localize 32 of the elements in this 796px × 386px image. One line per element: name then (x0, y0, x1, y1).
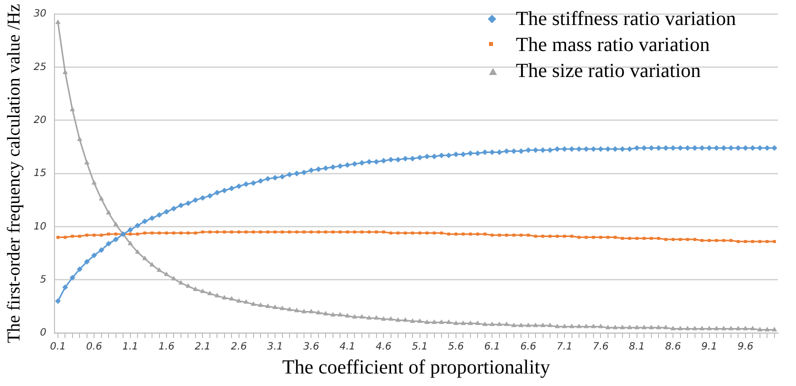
x-tick-label: 4.1 (339, 342, 356, 353)
legend-label: The size ratio variation (516, 60, 701, 82)
x-tick-label: 2.1 (194, 342, 211, 353)
y-tick-label: 10 (34, 221, 46, 232)
y-tick-label: 25 (34, 62, 46, 73)
x-tick-label: 9.1 (701, 342, 718, 353)
x-tick-label: 5.6 (448, 342, 464, 353)
y-tick-label: 5 (40, 274, 46, 286)
x-axis-title: The coefficient of proportionality (282, 356, 550, 378)
x-tick-label: 1.6 (158, 342, 174, 353)
legend-label: The stiffness ratio variation (516, 8, 736, 30)
y-tick-label: 0 (40, 328, 46, 339)
x-tick-label: 4.6 (376, 342, 392, 353)
x-tick-label: 5.1 (412, 342, 428, 353)
y-tick-label: 20 (34, 114, 46, 126)
x-tick-label: 2.6 (230, 342, 247, 353)
x-tick-label: 0.1 (50, 342, 66, 353)
x-tick-label: 6.1 (484, 342, 500, 353)
x-tick-label: 1.1 (122, 342, 138, 353)
y-axis-title: The first-order frequency calculation value /Hz (4, 4, 24, 344)
x-tick-label: 7.6 (592, 342, 609, 353)
x-tick-label: 9.6 (737, 342, 754, 353)
x-tick-label: 3.6 (303, 342, 320, 353)
x-tick-label: 6.6 (520, 342, 536, 353)
x-tick-label: 3.1 (267, 342, 283, 353)
y-tick-label: 30 (34, 8, 46, 20)
x-tick-label: 8.1 (628, 342, 645, 353)
legend-label: The mass ratio variation (516, 34, 710, 56)
x-tick-label: 0.6 (86, 342, 102, 353)
y-tick-label: 15 (34, 168, 46, 180)
x-tick-label: 8.6 (665, 342, 682, 353)
x-tick-label: 7.1 (556, 342, 572, 353)
